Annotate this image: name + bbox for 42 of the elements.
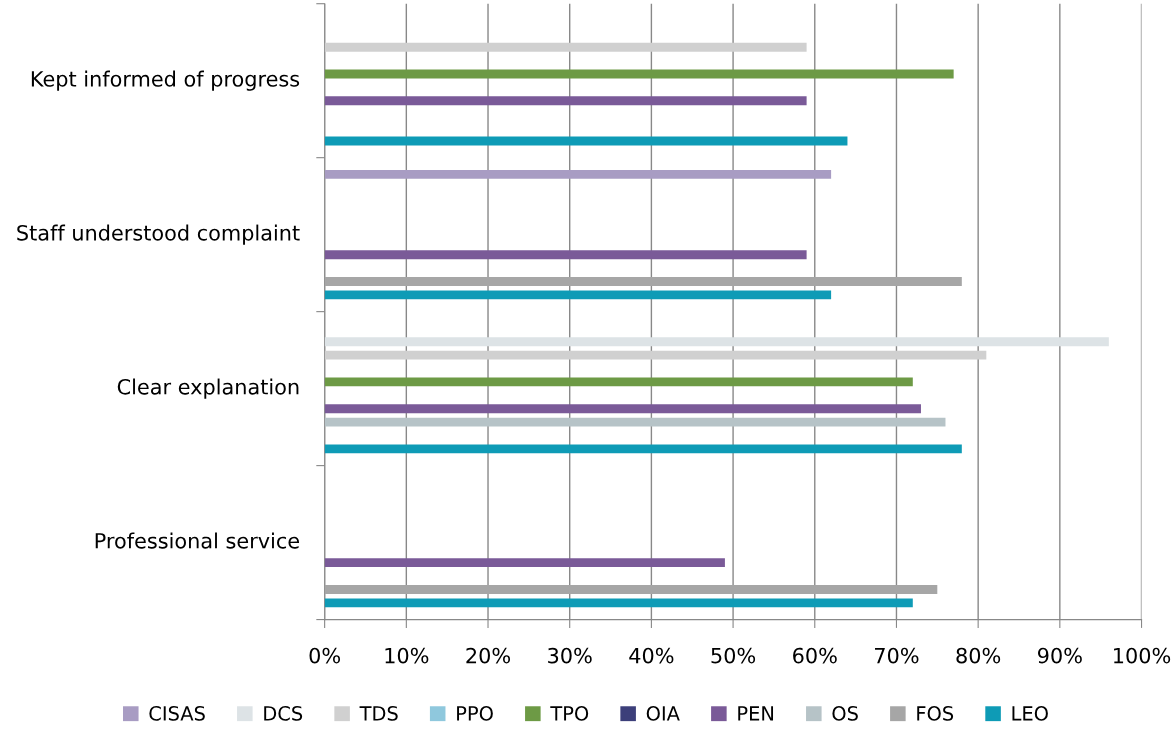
y-tick-label: Professional service: [95, 532, 300, 549]
bar: [324, 169, 832, 179]
legend-label: FOS: [917, 706, 954, 721]
x-tick-label: 50%: [711, 647, 756, 664]
legend-label: PEN: [738, 706, 774, 721]
legend-label: OS: [832, 706, 858, 721]
bar: [324, 42, 807, 52]
bar: [324, 96, 807, 106]
bar: [324, 404, 921, 414]
x-tick-label: 30%: [548, 647, 592, 664]
bar: [324, 337, 1109, 347]
bar: [324, 136, 848, 146]
bar: [324, 290, 832, 300]
y-tick-label: Kept informed of progress: [31, 70, 300, 91]
bar: [324, 69, 954, 79]
bar: [324, 417, 946, 427]
legend-label: TPO: [550, 706, 589, 721]
x-tick-label: 10%: [385, 647, 429, 664]
bar: [324, 350, 987, 360]
legend-label: TDS: [359, 706, 398, 721]
y-tick-label: Clear explanation: [117, 378, 299, 399]
x-tick-label: 0%: [309, 647, 341, 664]
legend-label: OIA: [646, 706, 680, 721]
bar: [324, 444, 962, 454]
legend-label: DCS: [264, 706, 303, 721]
x-tick-label: 60%: [793, 647, 837, 664]
bar: [324, 250, 807, 260]
legend-label: LEO: [1012, 706, 1048, 721]
x-tick-label: 90%: [1038, 647, 1082, 664]
x-tick-label: 80%: [956, 647, 1001, 664]
x-tick-label: 20%: [466, 647, 511, 664]
x-tick-label: 40%: [629, 647, 674, 664]
legend-label: CISAS: [149, 706, 205, 721]
x-tick-label: 100%: [1114, 647, 1171, 664]
legend-label: PPO: [457, 706, 493, 721]
bar: [324, 585, 938, 594]
x-tick-label: 70%: [875, 647, 919, 664]
bar: [324, 377, 913, 387]
y-tick-label: Staff understood complaint: [17, 224, 300, 245]
bar: [324, 598, 913, 608]
bar: [324, 558, 725, 568]
bar: [324, 277, 962, 286]
